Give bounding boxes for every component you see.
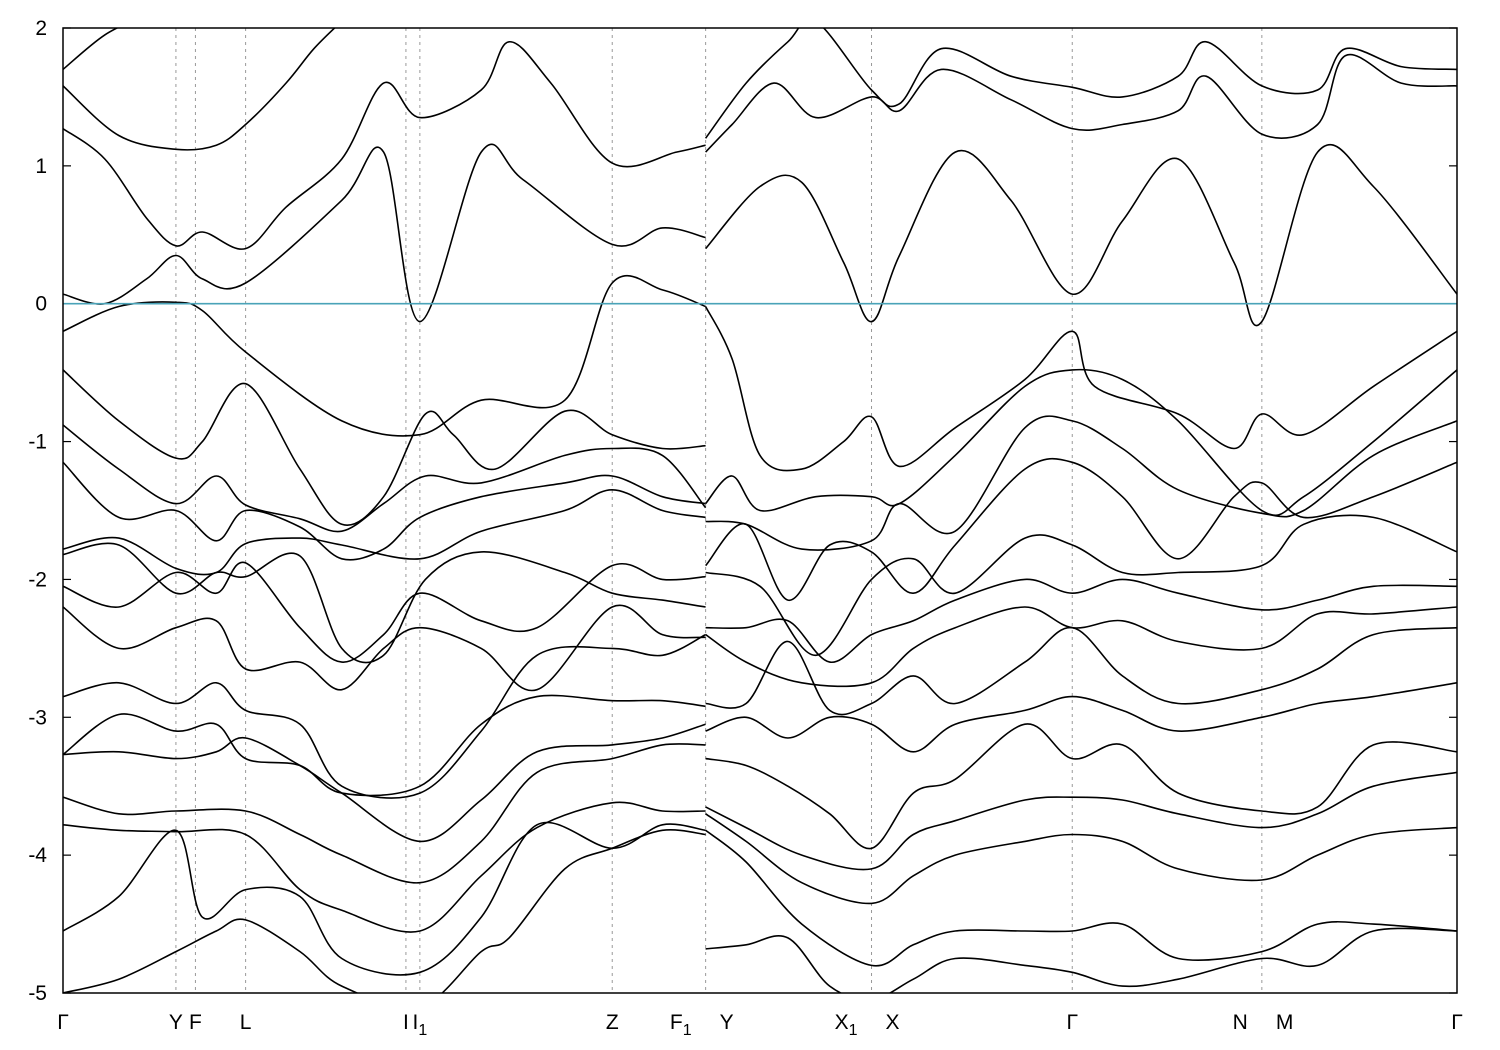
band-line: [63, 561, 706, 663]
y-tick-label: 2: [35, 17, 47, 40]
band-line: [705, 415, 1457, 551]
x-tick-label: Y: [169, 1011, 183, 1034]
band-line: [704, 458, 1457, 601]
band-line: [704, 306, 1457, 472]
x-tick-label: F1: [670, 1011, 692, 1039]
x-tick-label: F: [189, 1011, 202, 1034]
x-tick-label: L: [240, 1011, 252, 1034]
band-line: [63, 801, 706, 933]
band-line: [705, 927, 1457, 993]
band-line: [63, 604, 706, 692]
x-tick-label: I1: [412, 1011, 427, 1039]
band-line: [705, 771, 1457, 871]
x-tick-label: Γ: [1066, 1011, 1078, 1034]
band-line: [63, 369, 706, 526]
band-line: [705, 682, 1457, 753]
x-tick-label: Z: [606, 1011, 619, 1034]
band-line: [63, 743, 706, 884]
y-tick-label: -4: [28, 844, 47, 867]
band-line: [705, 514, 1457, 657]
band-line: [705, 53, 1457, 153]
band-line: [63, 274, 706, 437]
band-line: [705, 626, 1457, 716]
band-line: [704, 28, 1457, 139]
band-line: [705, 829, 1457, 967]
x-tick-label: Y: [720, 1011, 734, 1034]
band-line: [63, 694, 706, 797]
y-tick-label: -1: [28, 431, 47, 454]
kpath-gridlines: [175, 28, 1263, 993]
y-tick-label: 0: [35, 293, 47, 316]
band-line: [63, 542, 706, 664]
band-line: [63, 143, 706, 323]
y-tick-label: 1: [35, 155, 47, 178]
band-line: [63, 28, 119, 71]
y-tick-label: -3: [28, 706, 47, 729]
band-line: [63, 723, 706, 843]
x-tick-label: M: [1276, 1011, 1294, 1034]
band-line: [704, 143, 1457, 327]
y-tick-label: -5: [28, 982, 47, 1005]
band-line: [63, 633, 706, 799]
y-tick-label: -2: [28, 568, 47, 591]
band-line: [63, 28, 336, 151]
band-line: [63, 489, 706, 576]
x-tick-label: X1: [835, 1011, 858, 1039]
plot-frame: [62, 27, 1458, 994]
x-axis: Γ Y F L I I1 Z F1 Y X1 X Γ N M Γ: [57, 1011, 1463, 1039]
x-tick-label: I: [403, 1011, 409, 1034]
x-tick-label: N: [1233, 1011, 1248, 1034]
band-line: [63, 821, 706, 976]
band-line: [63, 41, 706, 250]
band-lines: [63, 28, 1457, 993]
band-line: [705, 723, 1457, 850]
x-tick-label: Γ: [57, 1011, 69, 1034]
x-tick-label: Γ: [1451, 1011, 1463, 1034]
band-line: [705, 813, 1457, 905]
band-line: [705, 578, 1457, 663]
band-line: [704, 368, 1457, 517]
band-line: [63, 461, 706, 561]
band-line: [63, 424, 707, 533]
band-line: [63, 828, 706, 993]
band-line: [705, 606, 1457, 688]
x-tick-label: X: [886, 1011, 900, 1034]
